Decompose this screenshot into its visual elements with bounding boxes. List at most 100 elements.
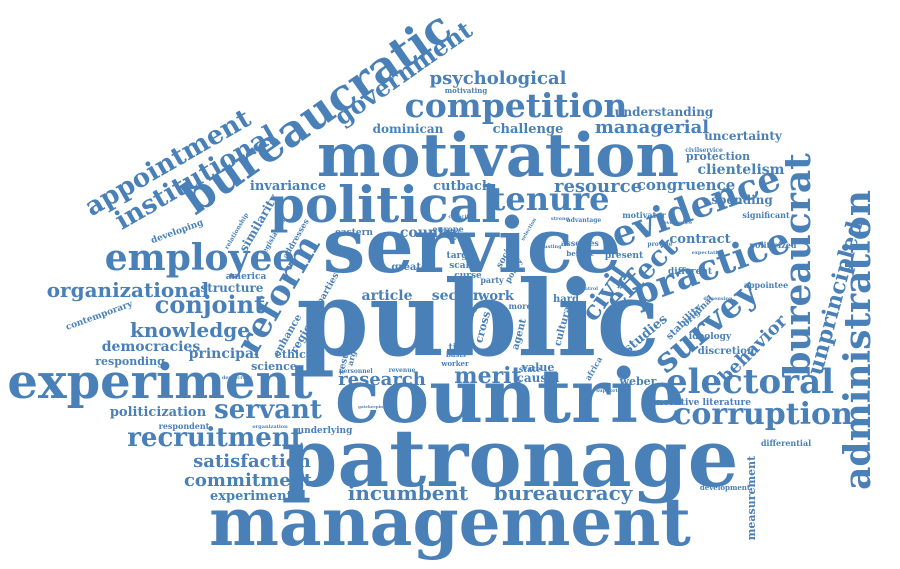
word-greater: greater xyxy=(391,262,433,273)
word-managerial: managerial xyxy=(595,117,709,138)
word-motivator: motivator xyxy=(622,210,666,220)
word-contract: contract xyxy=(669,232,730,247)
word-ideology: ideology xyxy=(689,332,732,342)
word-discretion: discretion xyxy=(698,346,755,357)
word-invariance: invariance xyxy=(250,179,326,194)
word-incentive_literature: incentive literature xyxy=(653,398,751,408)
word-scale: scale xyxy=(449,261,475,271)
word-provide: provide xyxy=(647,241,672,248)
word-benefit: benefit xyxy=(566,249,594,258)
word-ethical: ethical xyxy=(275,348,317,361)
word-cutback: cutback xyxy=(433,179,492,194)
word-servant: servant xyxy=(214,395,322,425)
word-service: service xyxy=(323,201,622,290)
word-europe: europe xyxy=(432,224,463,234)
word-eastern: eastern xyxy=(335,228,373,238)
word-experiment: experiment xyxy=(7,354,312,410)
word-administration: administration xyxy=(837,190,879,490)
word-corruption: corruption xyxy=(673,397,853,432)
word-time: time xyxy=(449,343,472,353)
word-merit: merit xyxy=(454,363,522,389)
word-country: country xyxy=(400,225,461,241)
word-weber: weber xyxy=(619,375,657,388)
word-america: america xyxy=(226,272,267,282)
word-more: more xyxy=(508,301,531,311)
word-clientelism: clientelism xyxy=(698,162,785,178)
word-state: state xyxy=(519,364,541,374)
word-tenure: tenure xyxy=(491,180,610,218)
word-work: work xyxy=(477,289,515,304)
word-advantage: advantage xyxy=(567,217,602,224)
word-expectation: expectation xyxy=(692,250,725,256)
word-uncertainty: uncertainty xyxy=(704,129,783,143)
word-worker: worker xyxy=(440,359,469,368)
word-dominican: dominican xyxy=(373,122,444,136)
word-incumbent: incumbent xyxy=(348,481,469,505)
word-present: present xyxy=(605,251,644,261)
word-target: target xyxy=(447,251,479,261)
word-civilservice: civilservice xyxy=(685,147,723,154)
word-differential: differential xyxy=(761,438,811,448)
word-article: article xyxy=(362,288,413,304)
word-dimension: dimension xyxy=(703,296,733,302)
word-satisfaction: satisfaction xyxy=(193,451,311,472)
word-respondent: respondent xyxy=(159,421,210,431)
word-basis: basis xyxy=(446,350,466,359)
word-organizational: organizational xyxy=(47,278,210,302)
word-protection: protection xyxy=(686,150,750,163)
word-commitment: commitment xyxy=(184,470,313,491)
word-public: public xyxy=(296,257,659,380)
word-governance: governance xyxy=(660,220,692,226)
word-supporter: supporter xyxy=(596,388,624,394)
word-spending: spending xyxy=(711,193,773,207)
word-structure: structure xyxy=(201,281,264,295)
word-motivation: motivation xyxy=(317,121,679,191)
word-challenge: challenge xyxy=(493,122,564,137)
word-countrie: countrie xyxy=(335,354,685,440)
word-revenue: revenue xyxy=(389,367,416,374)
word-principal: principal xyxy=(189,346,260,362)
word-capacity: capacity xyxy=(448,214,472,220)
word-hard: hard xyxy=(553,294,579,305)
word-politicized: politicized xyxy=(750,240,797,250)
word-strong: strong xyxy=(551,216,570,222)
word-congruence: congruence xyxy=(637,176,735,194)
word-bureaucracy: bureaucracy xyxy=(494,481,634,505)
word-electoral: electoral xyxy=(666,362,834,402)
word-experimental: experimental xyxy=(210,489,306,504)
word-assesses: assesses xyxy=(561,238,599,248)
word-development: development xyxy=(700,483,751,492)
word-resource: resource xyxy=(554,176,642,197)
word-competition: competition xyxy=(405,86,628,125)
word-control: control xyxy=(578,286,598,292)
word-different: different xyxy=(668,267,713,277)
word-bureaucrat: bureaucrat xyxy=(777,153,819,377)
word-politicization: politicization xyxy=(110,405,207,420)
word-measurement: measurement xyxy=(745,455,758,540)
word-significant: significant xyxy=(742,210,790,220)
word-lasting: lasting xyxy=(542,244,562,250)
word-causal: causal xyxy=(517,371,560,385)
word-party: party xyxy=(480,275,504,285)
word-appointee: appointee xyxy=(744,280,788,290)
word-conjoint: conjoint xyxy=(155,290,265,319)
word-patronage: patronage xyxy=(281,411,738,505)
word-management: management xyxy=(209,483,691,561)
word-understanding: understanding xyxy=(615,105,714,119)
word-knowledge: knowledge xyxy=(130,318,250,342)
word-organization: organization xyxy=(252,424,288,430)
word-curse: curse xyxy=(454,271,482,281)
word-employee: employee xyxy=(105,237,296,279)
word-recruitment: recruitment xyxy=(127,423,303,453)
word-motivating: motivating xyxy=(445,86,488,95)
word-contemporary: contemporary xyxy=(65,299,135,333)
word-democracy: democracy xyxy=(222,375,253,381)
word-psychological: psychological xyxy=(430,68,567,89)
word-responding: responding xyxy=(95,355,165,368)
word-democracies: democracies xyxy=(102,339,201,355)
word-underlying: underlying xyxy=(298,426,353,436)
word-research: research xyxy=(338,369,426,390)
word-value: value xyxy=(521,361,555,374)
